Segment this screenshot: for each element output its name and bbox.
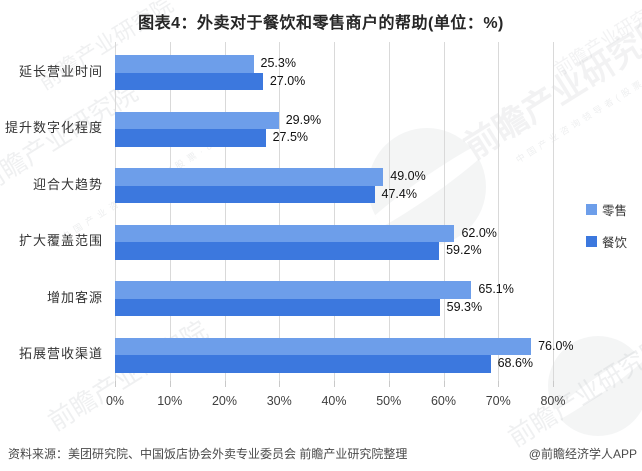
legend: 零售 餐饮 <box>586 200 627 264</box>
legend-swatch <box>586 204 597 215</box>
bar-catering <box>115 355 491 373</box>
value-label: 62.0% <box>461 225 497 240</box>
x-tick-label: 20% <box>211 394 238 408</box>
bar-retail <box>115 224 455 242</box>
bar-group: 拓展营收渠道 76.0% 68.6% <box>19 325 574 382</box>
x-tick <box>388 381 390 387</box>
gridline <box>115 42 116 381</box>
value-label: 59.2% <box>446 243 482 257</box>
bar-retail <box>115 55 254 73</box>
chart-title: 图表4：外卖对于餐饮和零售商户的帮助(单位：%) <box>138 15 504 32</box>
legend-item-retail: 零售 <box>586 200 627 219</box>
x-tick <box>115 381 116 387</box>
x-tick-label: 50% <box>376 394 402 408</box>
gridline <box>279 42 281 381</box>
value-label: 27.0% <box>269 73 306 88</box>
category-label: 提升数字化程度 <box>4 120 103 136</box>
x-tick-label: 60% <box>430 394 457 408</box>
value-label: 25.3% <box>260 56 296 70</box>
x-tick-label: 10% <box>157 394 183 408</box>
x-tick <box>279 381 281 387</box>
gridline <box>334 42 335 381</box>
x-tick <box>553 381 554 387</box>
category-label: 增加客源 <box>46 289 103 305</box>
category-label: 迎合大趋势 <box>32 176 103 192</box>
category-label: 延长营业时间 <box>18 63 103 79</box>
legend-item-catering: 餐饮 <box>586 232 627 251</box>
bar-group: 延长营业时间 25.3% 27.0% <box>19 42 553 99</box>
value-label: 59.3% <box>446 299 483 314</box>
source-note: 资料来源：美团研究院、中国饭店协会外卖专业委员会 前瞻产业研究院整理 <box>8 447 408 461</box>
bar-catering <box>115 129 266 147</box>
x-tick-label: 80% <box>540 394 566 408</box>
gridline <box>443 42 445 381</box>
gridline <box>388 42 390 381</box>
bar-group: 扩大覆盖范围 62.0% 59.2% <box>19 212 553 269</box>
bar-catering <box>115 185 375 203</box>
gridline <box>498 42 500 381</box>
x-tick <box>498 381 500 387</box>
bar-group: 增加客源 65.1% 59.3% <box>47 268 553 325</box>
bar-retail <box>115 281 472 299</box>
value-label: 65.1% <box>478 282 514 296</box>
x-tick <box>224 381 226 387</box>
value-label: 47.4% <box>381 186 417 201</box>
bar-catering <box>115 72 263 90</box>
value-label: 68.6% <box>497 356 534 370</box>
value-label: 29.9% <box>285 112 322 127</box>
gridline <box>169 42 171 381</box>
category-label: 扩大覆盖范围 <box>18 233 103 249</box>
bar-retail <box>115 337 532 355</box>
bar-catering <box>115 242 440 260</box>
x-tick-label: 0% <box>105 394 125 408</box>
credit-note: @前瞻经济学人APP <box>528 447 637 461</box>
value-label: 27.5% <box>272 130 309 144</box>
legend-label: 餐饮 <box>602 236 628 250</box>
legend-swatch <box>586 236 597 247</box>
x-tick-label: 70% <box>485 394 511 408</box>
gridline <box>553 42 554 381</box>
legend-label: 零售 <box>602 204 628 218</box>
bar-catering <box>115 298 440 316</box>
value-label: 49.0% <box>390 169 426 183</box>
x-tick <box>169 381 171 387</box>
plot-area: 0% 10% 20% 30% 40% 50% 60% 70% 80% 延长营业时间 25.3% 27.… <box>5 42 574 408</box>
bar-group: 迎合大趋势 49.0% 47.4% <box>33 155 553 212</box>
x-tick-label: 30% <box>266 394 292 408</box>
value-label: 76.0% <box>538 338 574 353</box>
x-tick <box>443 381 445 387</box>
bar-retail <box>115 168 384 186</box>
x-axis-labels: 0% 10% 20% 30% 40% 50% 60% 70% 80% <box>106 394 566 410</box>
x-tick-label: 40% <box>321 394 347 408</box>
bar-retail <box>115 111 279 129</box>
bar-group: 提升数字化程度 29.9% 27.5% <box>5 99 553 156</box>
gridline <box>224 42 226 381</box>
category-label: 拓展营收渠道 <box>18 346 103 362</box>
x-tick <box>334 381 335 387</box>
